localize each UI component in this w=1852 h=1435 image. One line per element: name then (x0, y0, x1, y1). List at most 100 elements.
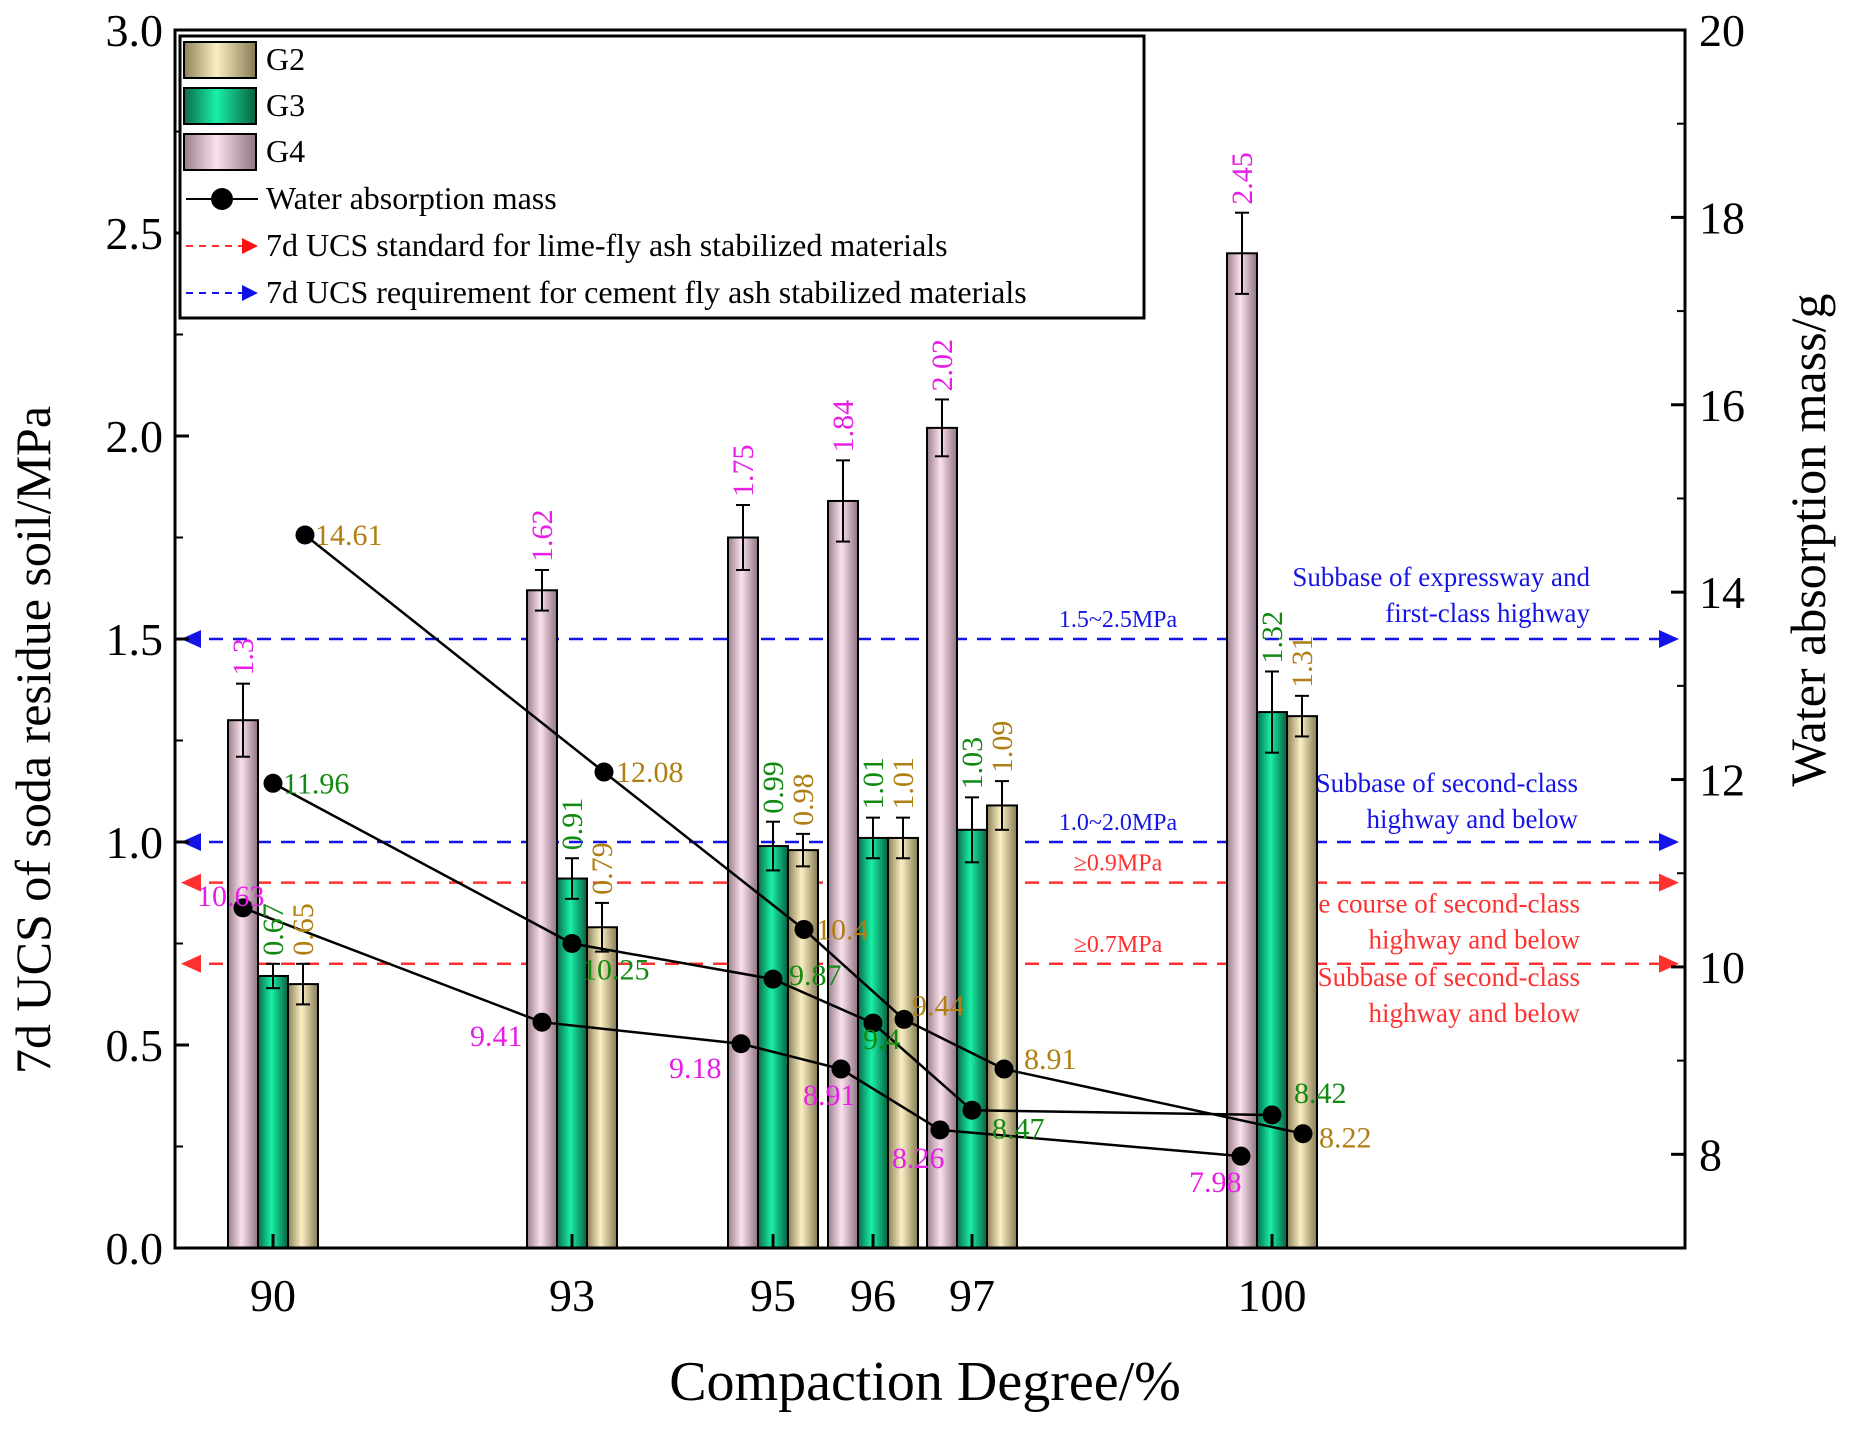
bar-value-label-g2: 0.98 (787, 773, 820, 826)
bar-value-label-g4: 1.62 (526, 509, 559, 562)
bar-value-label-g4: 1.75 (727, 445, 760, 498)
reference-arrow-right (1659, 954, 1679, 973)
legend-frame (178, 34, 1146, 320)
water-line-g4 (242, 906, 1242, 1158)
bar-value-label-g4: 2.02 (926, 339, 959, 392)
reference-note: highway and below (1369, 925, 1581, 955)
x-tick-label: 93 (549, 1270, 595, 1321)
water-value-label-g2: 8.22 (1319, 1122, 1372, 1155)
bar-value-label-g3: 0.99 (757, 761, 790, 814)
water-point-g2 (295, 525, 315, 545)
legend-arrow-red (242, 238, 258, 254)
water-value-label-g2: 12.08 (616, 756, 684, 789)
bar-g2 (1286, 715, 1318, 1249)
y-right-tick-label: 16 (1699, 380, 1745, 431)
y-axis-title-right: Water absorption mass/g (1780, 293, 1836, 786)
bar-g2 (986, 804, 1018, 1250)
reference-arrow-right (1659, 833, 1679, 851)
reference-note: Subbase of expressway and (1292, 562, 1590, 592)
x-tick-label: 96 (850, 1270, 896, 1321)
water-value-label-g4: 8.91 (803, 1079, 856, 1112)
y-left-tick-label: 1.5 (106, 614, 164, 665)
bar-value-label-g2: 1.09 (986, 721, 1019, 774)
legend-label-g2: G2 (266, 41, 305, 77)
y-left-tick-label: 2.0 (106, 411, 164, 462)
bar-g2 (887, 836, 919, 1249)
data-labels: 1.31.621.751.842.022.450.670.910.99 1.01 1… (197, 152, 1372, 1199)
bar-g3 (1256, 711, 1288, 1249)
water-point-g3 (763, 969, 783, 989)
bar-value-label-g4: 2.45 (1226, 152, 1259, 205)
y-axis-title-left: 7d UCS of soda residue soil/MPa (5, 406, 61, 1074)
bar-g4 (926, 426, 958, 1249)
reference-arrow-left (181, 873, 201, 892)
bar-g2 (287, 983, 319, 1249)
water-point-g3 (562, 934, 582, 953)
legend-label-g4: G4 (266, 133, 305, 169)
x-tick-label: 95 (750, 1270, 796, 1321)
bar-g3 (956, 828, 988, 1249)
water-value-label-g4: 9.41 (470, 1020, 523, 1053)
legend-label-blue: 7d UCS requirement for cement fly ash st… (266, 274, 1027, 310)
water-point-g4 (1231, 1146, 1251, 1166)
water-value-label-g3: 8.47 (992, 1112, 1045, 1145)
water-point-g4 (233, 898, 253, 918)
bar-value-label-g2: 0.79 (586, 842, 619, 895)
bar-g4 (727, 536, 759, 1249)
water-line-g2 (304, 534, 1304, 1135)
water-value-label-g3: 10.25 (582, 954, 650, 987)
x-axis-title: Compaction Degree/% (669, 1351, 1181, 1413)
reference-note: highway and below (1369, 998, 1581, 1028)
reference-range-label: 1.0~2.0MPa (1059, 810, 1178, 836)
bar-g4 (227, 719, 259, 1249)
bar-series (227, 211, 1318, 1250)
legend-swatch-g3 (183, 87, 257, 125)
water-absorption-series (233, 525, 1313, 1166)
bar-g4 (827, 499, 859, 1249)
water-point-g3 (1262, 1105, 1282, 1125)
bar-g4 (526, 589, 558, 1249)
bar-value-label-g4: 1.84 (827, 400, 860, 453)
bar-value-label-g2: 0.65 (287, 903, 320, 956)
water-point-g4 (831, 1059, 851, 1079)
y-left-tick-label: 2.5 (106, 208, 164, 259)
bar-value-label-g2: 1.31 (1286, 635, 1319, 688)
bar-g3 (257, 974, 289, 1249)
legend-swatch-g4 (183, 133, 257, 171)
reference-note: Subbase of second-class (1316, 768, 1578, 798)
water-value-label-g3: 9.87 (789, 959, 842, 992)
bar-g4 (1226, 252, 1258, 1250)
legend-label-red: 7d UCS standard for lime-fly ash stabili… (266, 227, 948, 263)
water-point-g3 (962, 1100, 982, 1120)
reference-note: first-class highway (1385, 598, 1590, 628)
legend-label-g3: G3 (266, 87, 305, 123)
water-value-label-g3: 11.96 (283, 767, 349, 800)
bar-g3 (857, 836, 889, 1249)
legend-marker-water (211, 188, 233, 210)
water-point-g3 (263, 773, 283, 793)
y-right-tick-label: 10 (1699, 942, 1745, 993)
reference-arrow-left (181, 833, 201, 851)
water-value-label-g2: 8.91 (1024, 1043, 1077, 1076)
y-left-tick-label: 1.0 (106, 817, 164, 868)
reference-note: Subbase of second-class (1318, 962, 1580, 992)
axes: 0.0 0.5 1.0 1.5 2.0 2.5 3.0 8 10 12 14 16 18 20 90 93 95… (106, 5, 1746, 1321)
legend-swatch-g2 (183, 41, 257, 79)
bar-value-label-g4: 1.3 (227, 638, 260, 676)
x-tick-label: 97 (949, 1270, 995, 1321)
water-value-label-g3: 8.42 (1294, 1077, 1347, 1110)
bar-value-label-g3: 0.91 (556, 798, 589, 851)
y-right-tick-label: 20 (1699, 5, 1745, 56)
water-value-label-g4: 9.18 (669, 1052, 722, 1085)
y-left-tick-label: 3.0 (106, 5, 164, 56)
water-value-label-g4: 8.26 (892, 1142, 945, 1175)
bar-g2 (787, 849, 819, 1249)
water-point-g3 (863, 1013, 883, 1033)
y-right-tick-label: 8 (1699, 1129, 1722, 1180)
bar-value-label-g3: 1.03 (956, 737, 989, 790)
water-line-g3 (272, 782, 1273, 1117)
water-value-label-g2: 14.61 (315, 519, 383, 552)
water-value-label-g3: 9.4 (863, 1023, 901, 1056)
y-right-tick-label: 12 (1699, 755, 1745, 806)
